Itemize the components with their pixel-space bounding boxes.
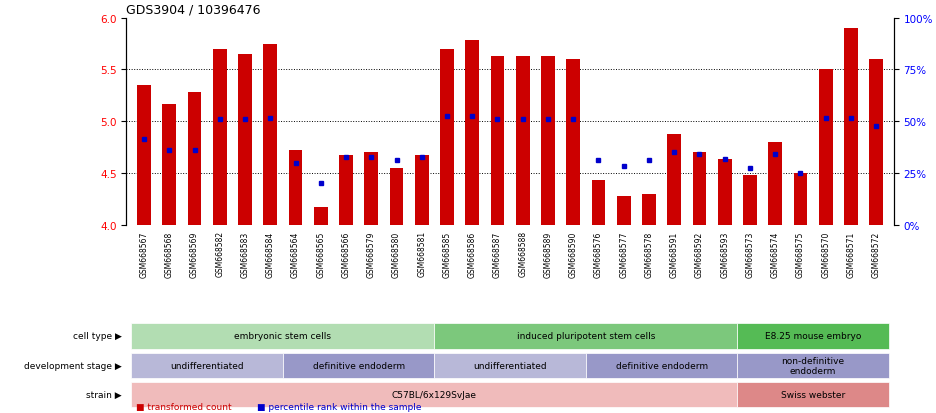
Text: development stage ▶: development stage ▶ <box>24 361 122 370</box>
Text: GSM668568: GSM668568 <box>165 231 174 277</box>
Bar <box>339 156 353 225</box>
Text: GSM668564: GSM668564 <box>291 231 300 277</box>
Text: C57BL/6x129SvJae: C57BL/6x129SvJae <box>392 390 476 399</box>
Text: GSM668586: GSM668586 <box>468 231 476 277</box>
Text: GSM668593: GSM668593 <box>720 231 729 277</box>
Bar <box>314 207 328 225</box>
Bar <box>288 151 302 225</box>
Text: GSM668574: GSM668574 <box>770 231 780 277</box>
Text: ■ percentile rank within the sample: ■ percentile rank within the sample <box>257 402 422 411</box>
Bar <box>434 353 586 378</box>
Text: GSM668577: GSM668577 <box>620 231 628 277</box>
Text: cell type ▶: cell type ▶ <box>73 332 122 341</box>
Bar <box>131 353 283 378</box>
Text: GSM668584: GSM668584 <box>266 231 275 277</box>
Text: Swiss webster: Swiss webster <box>781 390 845 399</box>
Text: GSM668570: GSM668570 <box>821 231 830 277</box>
Text: GSM668588: GSM668588 <box>519 231 527 277</box>
Bar <box>592 181 606 225</box>
Bar <box>364 153 378 225</box>
Bar <box>131 323 434 349</box>
Bar <box>263 45 277 225</box>
Text: GSM668592: GSM668592 <box>695 231 704 277</box>
Text: GSM668576: GSM668576 <box>594 231 603 277</box>
Bar <box>870 60 884 225</box>
Text: GSM668581: GSM668581 <box>417 231 426 277</box>
Bar <box>162 104 176 225</box>
Bar <box>794 173 808 225</box>
Bar <box>768 142 782 225</box>
Text: non-definitive
endoderm: non-definitive endoderm <box>782 356 844 375</box>
Text: GSM668565: GSM668565 <box>316 231 326 277</box>
Bar <box>541 57 555 225</box>
Text: GSM668571: GSM668571 <box>846 231 856 277</box>
Text: GSM668590: GSM668590 <box>569 231 578 277</box>
Text: GSM668580: GSM668580 <box>392 231 401 277</box>
Bar <box>187 93 201 225</box>
Text: GSM668572: GSM668572 <box>871 231 881 277</box>
Bar <box>440 50 454 225</box>
Text: GDS3904 / 10396476: GDS3904 / 10396476 <box>126 3 261 16</box>
Bar <box>819 70 833 225</box>
Bar <box>283 353 434 378</box>
Text: GSM668578: GSM668578 <box>645 231 653 277</box>
Bar <box>516 57 530 225</box>
Text: induced pluripotent stem cells: induced pluripotent stem cells <box>517 332 655 341</box>
Text: undifferentiated: undifferentiated <box>170 361 244 370</box>
Text: GSM668567: GSM668567 <box>139 231 149 277</box>
Text: E8.25 mouse embryo: E8.25 mouse embryo <box>765 332 861 341</box>
Text: embryonic stem cells: embryonic stem cells <box>234 332 331 341</box>
Bar <box>738 382 889 408</box>
Bar <box>490 57 505 225</box>
Text: GSM668579: GSM668579 <box>367 231 375 277</box>
Bar <box>212 50 227 225</box>
Text: GSM668589: GSM668589 <box>544 231 552 277</box>
Bar <box>586 353 738 378</box>
Text: GSM668585: GSM668585 <box>443 231 451 277</box>
Text: GSM668566: GSM668566 <box>342 231 350 277</box>
Bar <box>131 382 738 408</box>
Bar <box>738 323 889 349</box>
Bar <box>718 160 732 225</box>
Text: GSM668591: GSM668591 <box>670 231 679 277</box>
Bar <box>693 153 707 225</box>
Text: GSM668575: GSM668575 <box>796 231 805 277</box>
Text: definitive endoderm: definitive endoderm <box>616 361 708 370</box>
Bar <box>738 353 889 378</box>
Bar <box>617 196 631 225</box>
Bar <box>389 169 403 225</box>
Text: GSM668582: GSM668582 <box>215 231 225 277</box>
Text: GSM668587: GSM668587 <box>493 231 502 277</box>
Bar <box>465 41 479 225</box>
Text: undifferentiated: undifferentiated <box>474 361 547 370</box>
Text: GSM668583: GSM668583 <box>241 231 250 277</box>
Bar <box>667 134 681 225</box>
Bar <box>566 60 580 225</box>
Bar <box>434 323 738 349</box>
Text: GSM668573: GSM668573 <box>745 231 754 277</box>
Text: strain ▶: strain ▶ <box>86 390 122 399</box>
Bar <box>415 156 429 225</box>
Text: GSM668569: GSM668569 <box>190 231 199 277</box>
Bar <box>642 194 656 225</box>
Bar <box>137 86 151 225</box>
Bar <box>844 29 858 225</box>
Bar <box>238 55 252 225</box>
Text: definitive endoderm: definitive endoderm <box>313 361 404 370</box>
Bar <box>743 176 757 225</box>
Text: ■ transformed count: ■ transformed count <box>136 402 231 411</box>
